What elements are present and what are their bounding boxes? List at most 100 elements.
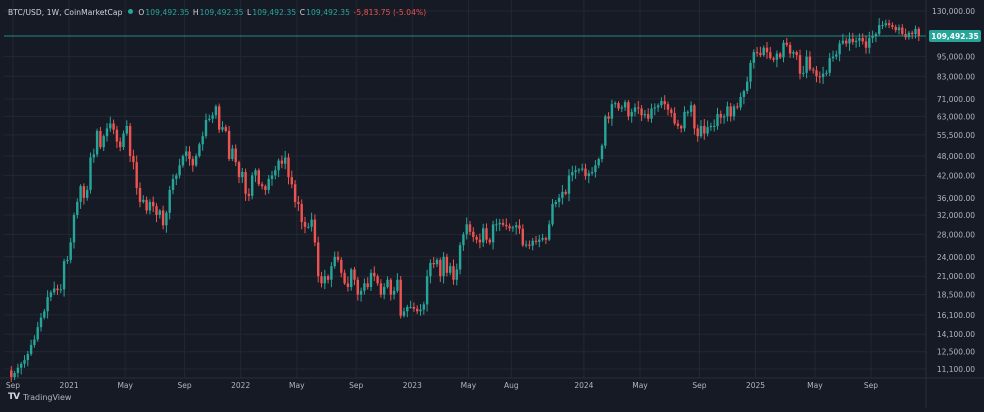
candle-body-up — [498, 222, 501, 225]
time-tick-label: Sep — [692, 381, 706, 390]
candle-body-down — [399, 279, 402, 316]
candle-body-up — [739, 96, 742, 108]
candle-body-up — [656, 105, 660, 108]
candle-body-up — [46, 297, 49, 312]
candle-body-up — [914, 28, 917, 34]
candle-body-down — [676, 123, 680, 126]
candle-body-down — [468, 224, 472, 232]
candle-body-down — [891, 25, 894, 27]
tradingview-text: TradingView — [23, 392, 72, 402]
candle-body-up — [20, 363, 23, 368]
candle-body-up — [201, 136, 204, 145]
candle-body-up — [792, 52, 795, 54]
candle-body-up — [402, 311, 406, 316]
price-tick-label: 14,100.00 — [937, 330, 975, 339]
price-tick-label: 95,000.00 — [937, 53, 975, 62]
candle-body-up — [198, 144, 201, 156]
candle-body-up — [178, 165, 181, 176]
symbol-name[interactable]: BTC/USD, 1W, CoinMarketCap — [8, 8, 123, 17]
candle-body-up — [277, 160, 280, 171]
candle-body-up — [878, 25, 881, 34]
candle-body-up — [571, 171, 574, 176]
time-tick-label: Sep — [349, 381, 363, 390]
price-tick-label: 18,500.00 — [937, 291, 975, 300]
candle-body-down — [155, 206, 158, 215]
candle-body-down — [478, 239, 482, 243]
price-tick-label: 32,000.00 — [937, 211, 975, 220]
candle-body-up — [175, 175, 178, 179]
candle-body-up — [165, 212, 168, 226]
candle-body-up — [369, 272, 373, 288]
candle-body-up — [462, 234, 465, 246]
time-tick-label: 2022 — [231, 381, 250, 390]
candle-body-up — [762, 47, 765, 56]
candle-body-up — [23, 360, 26, 364]
candle-body-up — [310, 219, 313, 227]
candle-body-up — [742, 91, 746, 97]
candle-body-up — [897, 27, 901, 31]
candle-body-down — [188, 151, 191, 160]
candle-body-up — [49, 292, 53, 298]
candle-body-up — [561, 191, 564, 198]
candle-body-down — [818, 76, 821, 78]
time-tick-label: 2025 — [746, 381, 765, 390]
price-tick-label: 24,000.00 — [937, 253, 975, 262]
symbol-legend: BTC/USD, 1W, CoinMarketCap O109,492.35 H… — [8, 8, 427, 17]
candle-body-up — [881, 25, 884, 27]
candle-body-up — [531, 240, 534, 246]
candle-body-up — [422, 304, 425, 310]
candle-body-down — [785, 42, 788, 45]
candle-body-down — [508, 226, 511, 229]
candle-body-up — [89, 157, 92, 190]
candle-body-up — [643, 114, 647, 116]
candle-body-down — [518, 225, 521, 229]
candle-body-up — [109, 123, 112, 129]
candle-body-up — [835, 54, 838, 57]
candle-body-up — [122, 133, 125, 148]
candle-body-up — [848, 38, 851, 44]
candle-body-down — [432, 263, 435, 265]
candle-body-down — [135, 162, 138, 189]
candle-body-down — [112, 123, 115, 130]
candle-body-down — [488, 239, 491, 243]
time-tick-label: May — [807, 381, 823, 390]
candle-body-down — [346, 283, 350, 288]
candle-body-down — [788, 44, 792, 54]
candle-body-up — [716, 114, 719, 126]
tradingview-brand[interactable]: TV TradingView — [8, 392, 71, 402]
time-tick-label: Sep — [178, 381, 192, 390]
candle-body-down — [356, 279, 359, 295]
candle-body-up — [221, 127, 224, 130]
candle-body-up — [59, 289, 62, 291]
candle-body-down — [703, 125, 706, 134]
candle-body-up — [350, 269, 353, 288]
price-tick-label: 48,000.00 — [937, 152, 975, 161]
candle-body-down — [779, 53, 782, 58]
candle-body-down — [584, 168, 587, 177]
candle-body-up — [29, 344, 33, 355]
candle-body-down — [894, 26, 897, 31]
candle-body-up — [185, 151, 188, 156]
candle-body-up — [458, 245, 462, 270]
candle-body-down — [303, 221, 307, 227]
last-price-label: 109,492.35 — [931, 32, 978, 41]
candle-body-up — [825, 72, 828, 74]
candle-body-up — [614, 103, 617, 105]
candle-body-up — [419, 309, 422, 312]
time-tick-label: Aug — [504, 381, 519, 390]
candle-body-down — [917, 28, 920, 36]
candle-body-up — [62, 261, 66, 290]
candle-body-up — [557, 197, 561, 202]
candle-body-up — [495, 224, 498, 226]
candle-body-up — [69, 242, 72, 260]
candle-body-up — [650, 108, 653, 119]
candle-body-up — [43, 311, 46, 318]
candle-body-down — [373, 272, 376, 277]
candle-body-down — [234, 148, 237, 163]
price-tick-label: 55,500.00 — [937, 131, 975, 140]
candle-body-up — [333, 256, 336, 267]
candle-body-down — [534, 240, 538, 242]
price-tick-label: 28,000.00 — [937, 230, 975, 239]
